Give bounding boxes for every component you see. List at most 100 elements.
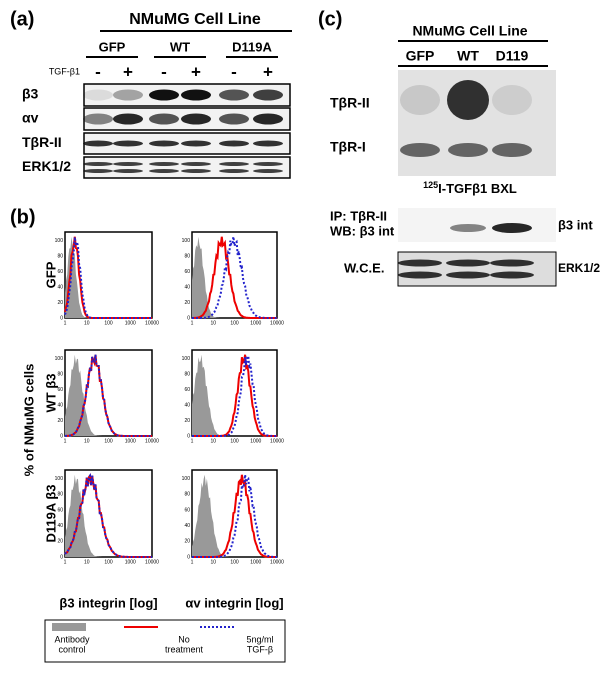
- y-tick-label: 60: [184, 507, 190, 513]
- x-tick-label: 10000: [270, 438, 284, 444]
- band-label: ERK1/2: [558, 261, 600, 275]
- sign: +: [263, 62, 273, 81]
- y-tick-label: 80: [57, 253, 63, 259]
- row-label: TβR-II: [22, 134, 62, 150]
- y-tick-label: 0: [60, 433, 63, 439]
- x-tick-label: 10: [210, 320, 216, 326]
- panel-label: (a): [10, 8, 34, 30]
- control-histogram: [192, 354, 277, 436]
- y-tick-label: 40: [184, 284, 190, 290]
- treatment-label: TGF-β1: [49, 66, 80, 76]
- y-tick-label: 80: [184, 371, 190, 377]
- treated-histogram: [192, 474, 277, 558]
- x-tick-label: 1: [191, 320, 194, 326]
- y-tick-label: 20: [57, 539, 63, 545]
- panel-title: NMuMG Cell Line: [129, 11, 261, 28]
- x-tick-label: 10: [84, 559, 90, 565]
- band: [149, 169, 179, 173]
- x-tick-label: 10: [84, 438, 90, 444]
- x-tick-label: 1: [191, 559, 194, 565]
- band: [83, 140, 113, 147]
- band: [219, 140, 249, 147]
- y-tick-label: 20: [57, 418, 63, 424]
- control-histogram: [65, 474, 152, 557]
- control-histogram: [192, 474, 277, 557]
- panel-title: NMuMG Cell Line: [412, 23, 527, 39]
- band: [181, 169, 211, 173]
- row-label: β3: [22, 86, 39, 102]
- y-tick-label: 80: [184, 492, 190, 498]
- x-tick-label: 10000: [145, 438, 159, 444]
- group-label: GFP: [99, 39, 126, 54]
- x-tick-label: 100: [230, 438, 239, 444]
- legend-label: control: [58, 644, 85, 654]
- band: [83, 162, 113, 166]
- band: [113, 169, 143, 173]
- y-tick-label: 100: [182, 356, 191, 362]
- band: [83, 89, 113, 101]
- band: [253, 162, 283, 166]
- treated-histogram: [64, 473, 152, 558]
- band: [83, 169, 113, 173]
- band: [398, 259, 442, 267]
- band: [219, 162, 249, 166]
- x-tick-label: 100: [104, 559, 113, 565]
- y-tick-label: 40: [57, 402, 63, 408]
- band: [398, 271, 442, 279]
- lane-label: D119: [496, 48, 529, 64]
- y-tick-label: 20: [184, 418, 190, 424]
- band: [446, 259, 490, 267]
- y-tick-label: 80: [57, 492, 63, 498]
- band: [492, 223, 532, 233]
- blot: [83, 156, 291, 179]
- band: [149, 113, 179, 125]
- legend-label: No: [178, 634, 190, 644]
- y-tick-label: 60: [184, 269, 190, 275]
- sign: +: [123, 62, 133, 81]
- row-label: αv: [22, 110, 39, 126]
- x-tick-label: 1000: [250, 559, 261, 565]
- band: [83, 113, 113, 125]
- row-label: GFP: [43, 261, 58, 288]
- band: [253, 113, 283, 125]
- band: [219, 169, 249, 173]
- panel-label: (b): [10, 206, 36, 228]
- ip-label: IP: TβR-II: [330, 208, 387, 223]
- y-tick-label: 20: [184, 539, 190, 545]
- band: [447, 80, 489, 120]
- y-tick-label: 60: [184, 387, 190, 393]
- x-tick-label: 100: [230, 320, 239, 326]
- y-tick-label: 60: [57, 387, 63, 393]
- band: [113, 113, 143, 125]
- band: [181, 113, 211, 125]
- y-tick-label: 100: [182, 476, 191, 482]
- y-tick-label: 20: [57, 300, 63, 306]
- blot: [397, 251, 557, 287]
- y-tick-label: 60: [57, 269, 63, 275]
- y-tick-label: 100: [55, 356, 64, 362]
- x-tick-label: 1000: [250, 438, 261, 444]
- row-label: WT β3: [43, 374, 58, 413]
- untreated-histogram: [192, 354, 277, 437]
- sign: -: [95, 62, 101, 81]
- band: [400, 143, 440, 157]
- x-tick-label: 10: [84, 320, 90, 326]
- legend-label: TGF-β: [247, 644, 273, 654]
- untreated-histogram: [192, 474, 277, 558]
- band-label: TβR-II: [330, 95, 370, 111]
- band: [492, 85, 532, 115]
- band: [492, 143, 532, 157]
- row-label: ERK1/2: [22, 158, 71, 174]
- y-tick-label: 0: [187, 315, 190, 321]
- treated-histogram: [64, 354, 152, 437]
- panel-label: (c): [318, 8, 342, 30]
- band: [181, 162, 211, 166]
- sign: -: [161, 62, 167, 81]
- y-tick-label: 40: [57, 284, 63, 290]
- y-tick-label: 100: [55, 476, 64, 482]
- y-tick-label: 0: [187, 433, 190, 439]
- caption-text: I-TGFβ1 BXL: [438, 181, 517, 196]
- band: [490, 271, 534, 279]
- band: [181, 140, 211, 147]
- sign: -: [231, 62, 237, 81]
